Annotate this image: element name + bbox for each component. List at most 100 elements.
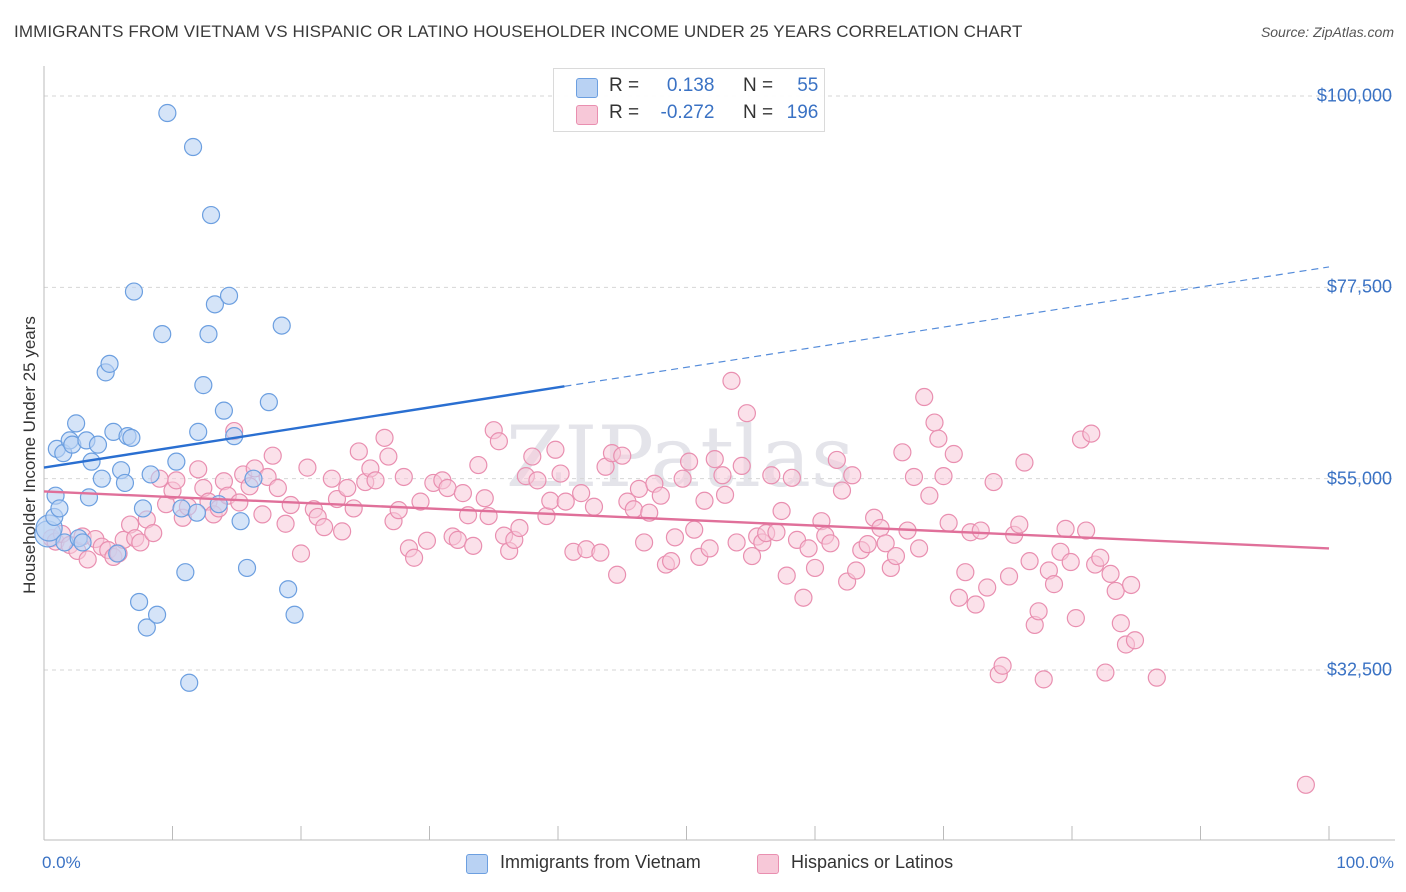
hispanic-point-91 <box>572 484 591 503</box>
hispanic-point-138 <box>827 450 846 470</box>
vietnam-point-26 <box>124 282 144 301</box>
hispanic-point-186 <box>1082 424 1101 443</box>
hispanic-r-value: -0.272 <box>660 102 715 123</box>
hispanic-point-109 <box>673 469 692 488</box>
vietnam-point-42 <box>199 325 218 344</box>
vietnam-point-17 <box>92 469 111 488</box>
hispanic-point-121 <box>737 404 756 423</box>
hispanic-point-87 <box>546 440 565 459</box>
hispanic-point-88 <box>551 464 570 483</box>
vietnam-point-49 <box>231 512 250 531</box>
hispanic-point-42 <box>291 544 311 563</box>
hispanic-point-49 <box>333 522 352 541</box>
hispanic-point-59 <box>389 501 408 520</box>
hispanic-point-191 <box>1106 581 1125 601</box>
hispanic-point-158 <box>934 467 953 486</box>
hispanic-point-47 <box>322 469 341 488</box>
hispanic-trend <box>43 490 1330 550</box>
hispanic-point-100 <box>624 500 643 519</box>
hispanic-point-52 <box>349 442 368 461</box>
hispanic-point-127 <box>767 523 786 542</box>
hispanic-point-139 <box>832 481 852 500</box>
hispanic-point-162 <box>956 563 975 582</box>
hispanic-point-155 <box>920 486 939 505</box>
hispanic-point-188 <box>1091 548 1110 567</box>
vietnam-point-10 <box>67 414 86 433</box>
vietnam-point-52 <box>259 393 278 412</box>
hispanic-point-118 <box>722 371 741 390</box>
hispanic-point-83 <box>523 447 542 466</box>
y-tick-label-3: $100,000 <box>1316 85 1392 106</box>
hispanic-point-176 <box>1029 602 1048 621</box>
hispanic-point-56 <box>375 428 394 447</box>
vietnam-point-36 <box>176 563 195 582</box>
vietnam-point-25 <box>122 428 141 447</box>
hispanic-point-55 <box>366 471 385 490</box>
hispanic-stats: R = -0.272 N = 196 <box>609 102 818 124</box>
vietnam-swatch <box>576 78 598 98</box>
vietnam-point-38 <box>183 137 203 157</box>
stats-box: R = 0.138 N = 55 R = -0.272 N = 196 <box>553 68 825 132</box>
hispanic-point-15 <box>131 533 150 552</box>
hispanic-point-97 <box>608 565 627 584</box>
hispanic-point-133 <box>799 539 818 558</box>
hispanic-point-159 <box>939 513 958 532</box>
hispanic-point-174 <box>1020 552 1039 571</box>
hispanic-point-110 <box>679 452 699 471</box>
vietnam-point-55 <box>285 605 304 624</box>
hispanic-point-43 <box>298 458 317 477</box>
vietnam-point-41 <box>194 376 213 395</box>
hispanic-point-84 <box>528 471 547 490</box>
hispanic-swatch <box>576 105 598 125</box>
hispanic-point-169 <box>993 656 1012 675</box>
y-tick-label-2: $77,500 <box>1326 276 1392 297</box>
hispanic-point-144 <box>858 535 877 554</box>
vietnam-point-50 <box>237 558 257 578</box>
hispanic-point-64 <box>417 531 437 550</box>
hispanic-point-170 <box>999 567 1019 586</box>
vietnam-point-51 <box>244 469 263 488</box>
hispanic-point-94 <box>591 543 610 562</box>
hispanic-point-81 <box>510 518 529 538</box>
hispanic-point-32 <box>230 493 249 512</box>
hispanic-point-77 <box>489 432 508 451</box>
hispanic-point-129 <box>777 566 796 585</box>
x-tick-min: 0.0% <box>42 853 81 872</box>
hispanic-point-108 <box>665 528 685 547</box>
hispanic-point-177 <box>1034 670 1053 689</box>
hispanic-point-189 <box>1096 663 1115 682</box>
hispanic-point-122 <box>742 546 762 566</box>
gridlines <box>44 95 1395 671</box>
legend-label-hispanic: Hispanics or Latinos <box>791 852 954 872</box>
vietnam-point-54 <box>279 580 298 599</box>
hispanic-point-185 <box>1077 521 1096 540</box>
hispanic-point-152 <box>904 467 924 487</box>
vietnam-points <box>34 103 304 692</box>
vietnam-point-23 <box>115 473 135 493</box>
hispanic-point-69 <box>448 530 467 549</box>
hispanic-point-57 <box>379 447 398 466</box>
vietnam-point-44 <box>205 295 225 314</box>
hispanic-point-181 <box>1056 519 1075 538</box>
hispanic-point-6 <box>78 550 97 569</box>
hispanic-point-166 <box>978 578 997 597</box>
vietnam-point-29 <box>137 618 156 637</box>
hispanic-point-182 <box>1061 552 1080 572</box>
hispanic-point-114 <box>700 539 719 558</box>
hispanic-point-60 <box>394 467 413 487</box>
hispanic-point-51 <box>344 499 363 518</box>
hispanic-point-154 <box>915 387 934 407</box>
hispanic-point-62 <box>404 548 424 567</box>
vietnam-trend-solid <box>43 385 565 469</box>
vietnam-point-37 <box>180 673 199 692</box>
vietnam-trend-dashed <box>564 266 1330 387</box>
hispanic-point-120 <box>732 456 751 476</box>
hispanic-point-89 <box>556 492 575 511</box>
vietnam-point-32 <box>153 325 172 344</box>
hispanic-point-113 <box>695 491 714 510</box>
trend-lines <box>43 266 1330 550</box>
vietnam-point-31 <box>147 605 167 624</box>
hispanic-point-172 <box>1010 515 1029 534</box>
hispanic-point-73 <box>469 455 488 475</box>
vietnam-point-19 <box>100 354 119 373</box>
